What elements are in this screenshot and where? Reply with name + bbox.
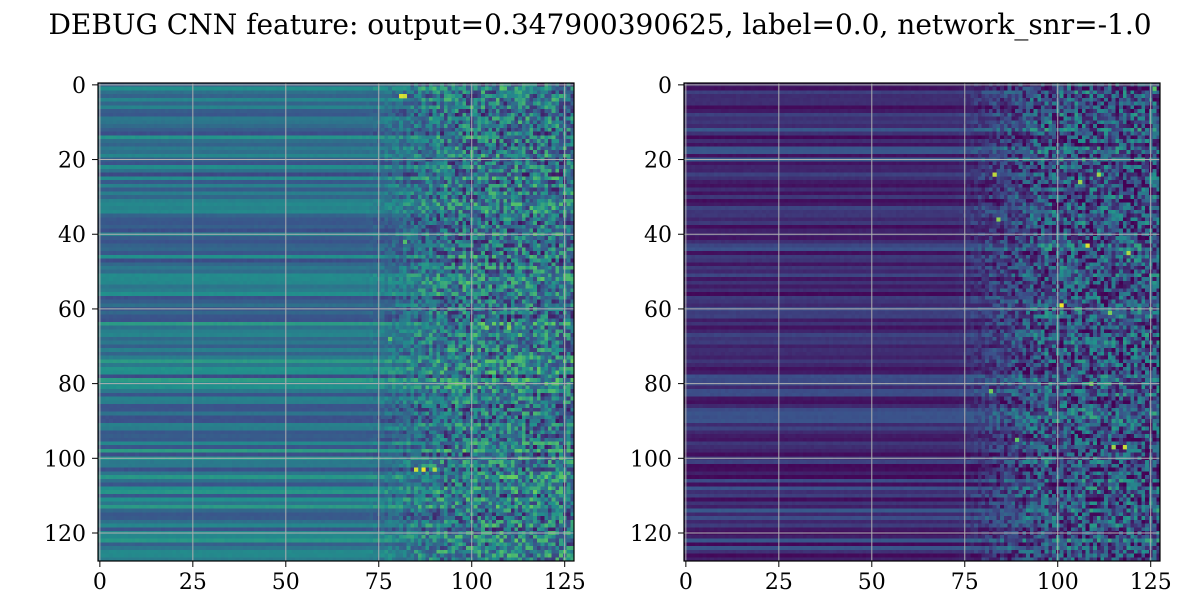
x-tick-label-100: 100 [1037,570,1079,595]
heatmap-hotspot-10 [988,389,994,394]
heatmap-hotspot-2 [992,172,997,177]
y-tick-label-80: 80 [644,373,672,398]
heatmap-hotspot-6 [484,325,489,330]
heatmap-hotspot-1 [402,94,408,99]
y-tick-label-60: 60 [58,298,86,323]
y-tick-label-100: 100 [44,447,86,472]
heatmap-hotspot-0 [399,94,404,99]
y-tick-label-0: 0 [72,74,86,99]
heatmap-hotspot-12 [1014,437,1020,442]
x-tick-label-50: 50 [272,570,300,595]
axes-frame [97,82,575,562]
y-tick-label-40: 40 [58,223,86,248]
heatmap-hotspot-2 [414,467,419,472]
heatmap-hotspot-4 [1111,445,1116,450]
x-tick-label-0: 0 [679,570,693,595]
y-tick-label-100: 100 [630,447,672,472]
heatmap-hotspot-1 [1085,243,1090,248]
heatmap-hotspot-7 [388,336,393,342]
x-tick-label-25: 25 [765,570,793,595]
heatmap-hotspot-4 [432,467,437,472]
x-tick-label-75: 75 [951,570,979,595]
y-tick-label-120: 120 [44,522,86,547]
heatmap-hotspot-0 [1059,303,1064,308]
figure-title: DEBUG CNN feature: output=0.347900390625… [48,8,1152,41]
heatmap-hotspot-5 [1126,251,1131,256]
y-tick-label-20: 20 [644,149,672,174]
heatmap-hotspot-13 [1152,86,1157,91]
heatmap-hotspot-5 [507,325,512,330]
heatmap-hotspot-8 [996,217,1001,222]
y-tick-label-40: 40 [644,223,672,248]
y-tick-label-80: 80 [58,373,86,398]
axes-frame [683,82,1161,562]
y-tick-label-60: 60 [644,298,672,323]
heatmap-hotspot-9 [1107,310,1113,315]
heatmap-image [98,83,574,561]
x-tick-label-125: 125 [1130,570,1172,595]
x-tick-label-75: 75 [365,570,393,595]
heatmap-hotspot-7 [1096,172,1101,177]
y-tick-label-0: 0 [658,74,672,99]
heatmap-image [684,83,1160,561]
y-tick-label-20: 20 [58,149,86,174]
x-tick-label-25: 25 [179,570,207,595]
x-tick-label-100: 100 [451,570,493,595]
heatmap-hotspot-3 [1122,445,1127,450]
heatmap-hotspot-3 [421,467,426,472]
heatmap-hotspot-8 [402,239,408,244]
x-tick-label-0: 0 [93,570,107,595]
heatmap-hotspot-6 [1078,180,1083,185]
x-tick-label-125: 125 [544,570,586,595]
x-tick-label-50: 50 [858,570,886,595]
y-tick-label-120: 120 [630,522,672,547]
